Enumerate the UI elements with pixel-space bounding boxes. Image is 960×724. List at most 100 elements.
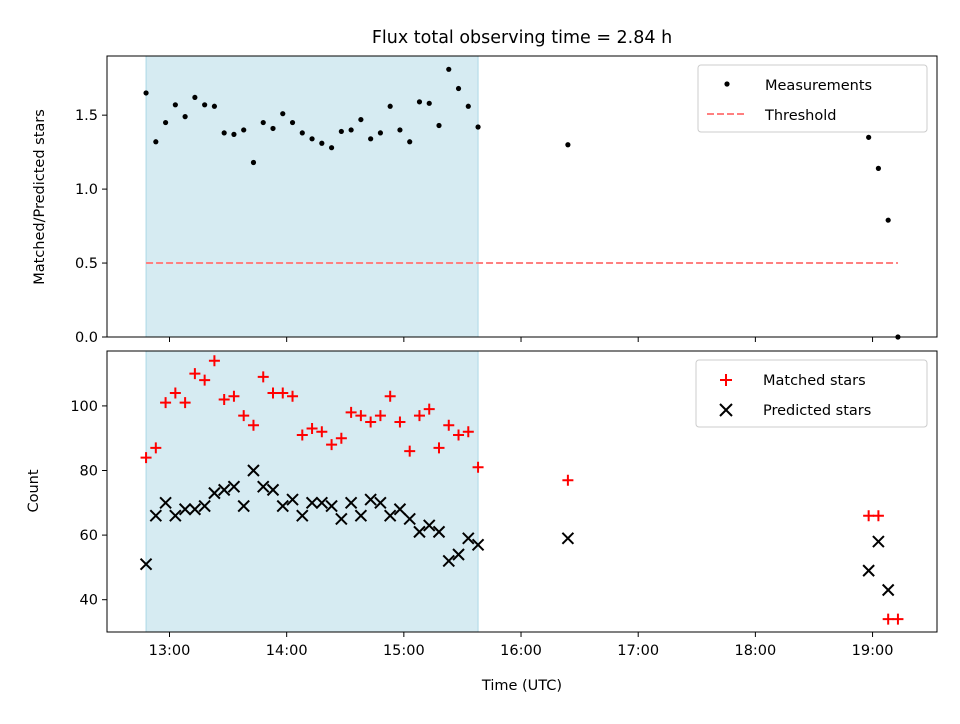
measurements-point xyxy=(338,128,344,135)
measurements-point xyxy=(328,145,335,151)
matched-stars-point xyxy=(218,393,230,405)
predicted-stars-point xyxy=(335,512,348,526)
predicted-stars-point xyxy=(325,499,338,513)
predicted-stars-point xyxy=(149,509,163,522)
matched-stars-point xyxy=(287,390,299,402)
measurements-point xyxy=(407,139,413,145)
x-tick-label: 18:00 xyxy=(734,643,776,659)
matched-stars-point xyxy=(160,397,172,409)
matched-stars-point xyxy=(394,416,406,428)
predicted-stars-point xyxy=(423,519,436,532)
top-axis-ticks: 0.0 0.5 1.0 1.5 xyxy=(75,108,874,346)
matched-stars-point xyxy=(462,426,474,438)
predicted-stars-point xyxy=(315,496,329,510)
matched-stars-point xyxy=(199,374,211,386)
matched-stars-point xyxy=(247,419,259,431)
predicted-stars-point xyxy=(881,583,895,597)
measurements-point xyxy=(221,130,227,136)
predicted-stars-point xyxy=(872,535,885,548)
measurements-point xyxy=(211,103,218,109)
measurements-point xyxy=(241,127,247,133)
matched-stars-point xyxy=(472,461,484,473)
matched-stars-point xyxy=(345,406,357,418)
bottom-plot-frame xyxy=(106,350,938,633)
measurements-point xyxy=(192,94,198,101)
predicted-stars-point xyxy=(227,480,241,493)
y-tick-label: 1.0 xyxy=(75,182,98,198)
measurements-point xyxy=(289,119,296,126)
predicted-stars-point xyxy=(178,503,192,516)
measurements-point xyxy=(348,127,354,133)
measurements-point xyxy=(565,142,571,148)
matched-stars-point xyxy=(316,426,328,438)
measurements-point xyxy=(368,136,374,142)
predicted-stars-point xyxy=(403,512,416,526)
figure-title: Flux total observing time = 2.84 h xyxy=(372,28,672,48)
predicted-stars-point xyxy=(452,548,465,561)
measurements-point xyxy=(465,103,471,109)
predicted-stars-legend-label: Predicted stars xyxy=(763,403,871,419)
measurements-point xyxy=(299,130,305,136)
matched-stars-point xyxy=(335,432,347,444)
x-tick-label: 15:00 xyxy=(383,643,425,659)
predicted-stars-point xyxy=(413,525,426,539)
predicted-stars-point xyxy=(374,496,387,510)
predicted-stars-point xyxy=(257,480,270,493)
matched-stars-point xyxy=(228,390,240,402)
measurements-point xyxy=(358,116,364,123)
matched-stars-point xyxy=(453,429,465,441)
bottom-legend: Matched stars Predicted stars xyxy=(695,359,928,428)
measurements-point xyxy=(250,159,257,166)
matched-stars-point xyxy=(892,613,904,625)
predicted-stars-point xyxy=(286,493,299,506)
top-plot-frame xyxy=(106,55,938,338)
predicted-stars-point xyxy=(188,503,202,516)
x-tick-label: 17:00 xyxy=(617,643,659,659)
measurements-point xyxy=(153,139,159,145)
matched-stars-point xyxy=(384,390,396,402)
measurements-legend-marker xyxy=(724,81,730,87)
measurements-point xyxy=(436,122,442,129)
bottom-panel: 13:00 14:00 15:00 16:00 17:00 18:00 19:00 40 60 8… xyxy=(26,350,938,694)
matched-stars-point xyxy=(863,510,875,522)
matched-stars-point xyxy=(365,416,377,428)
top-legend: Measurements Threshold xyxy=(697,64,928,133)
threshold-legend-label: Threshold xyxy=(764,108,836,124)
bottom-y-axis-label: Count xyxy=(26,469,42,512)
matched-stars-point xyxy=(140,452,152,464)
predicted-stars-point xyxy=(393,503,407,516)
matched-stars-point xyxy=(179,397,191,409)
matched-stars-point xyxy=(872,510,884,522)
y-tick-label: 0.5 xyxy=(75,256,98,272)
predicted-stars-point xyxy=(159,496,172,510)
measurements-point xyxy=(426,100,432,106)
measurements-point xyxy=(397,127,403,133)
top-legend-box xyxy=(697,64,928,133)
measurements-point xyxy=(387,103,393,109)
measurements-point xyxy=(875,165,882,171)
predicted-stars-point xyxy=(296,509,309,522)
predicted-stars-point xyxy=(432,525,446,539)
y-tick-label: 1.5 xyxy=(75,108,98,124)
predicted-stars-point xyxy=(198,499,211,513)
x-tick-label: 19:00 xyxy=(852,643,894,659)
predicted-stars-point xyxy=(862,564,875,577)
predicted-stars-point xyxy=(169,509,182,522)
matched-stars-point xyxy=(277,387,289,399)
matched-stars-point xyxy=(306,423,318,435)
top-y-axis-label: Matched/Predicted stars xyxy=(32,109,48,285)
predicted-stars-point xyxy=(561,532,575,545)
measurements-point xyxy=(885,217,891,223)
bottom-legend-box xyxy=(695,359,928,428)
x-tick-label: 16:00 xyxy=(500,643,542,659)
matched-stars-point xyxy=(423,403,435,415)
matched-stars-legend-marker xyxy=(720,374,732,386)
matched-stars-point xyxy=(189,368,201,380)
matched-stars-point xyxy=(374,410,386,422)
y-tick-label: 40 xyxy=(80,593,98,609)
measurements-point xyxy=(866,134,872,140)
matched-stars-point xyxy=(238,410,250,422)
predicted-stars-point xyxy=(305,496,319,510)
measurements-point xyxy=(309,136,315,142)
predicted-stars-point xyxy=(354,509,368,522)
